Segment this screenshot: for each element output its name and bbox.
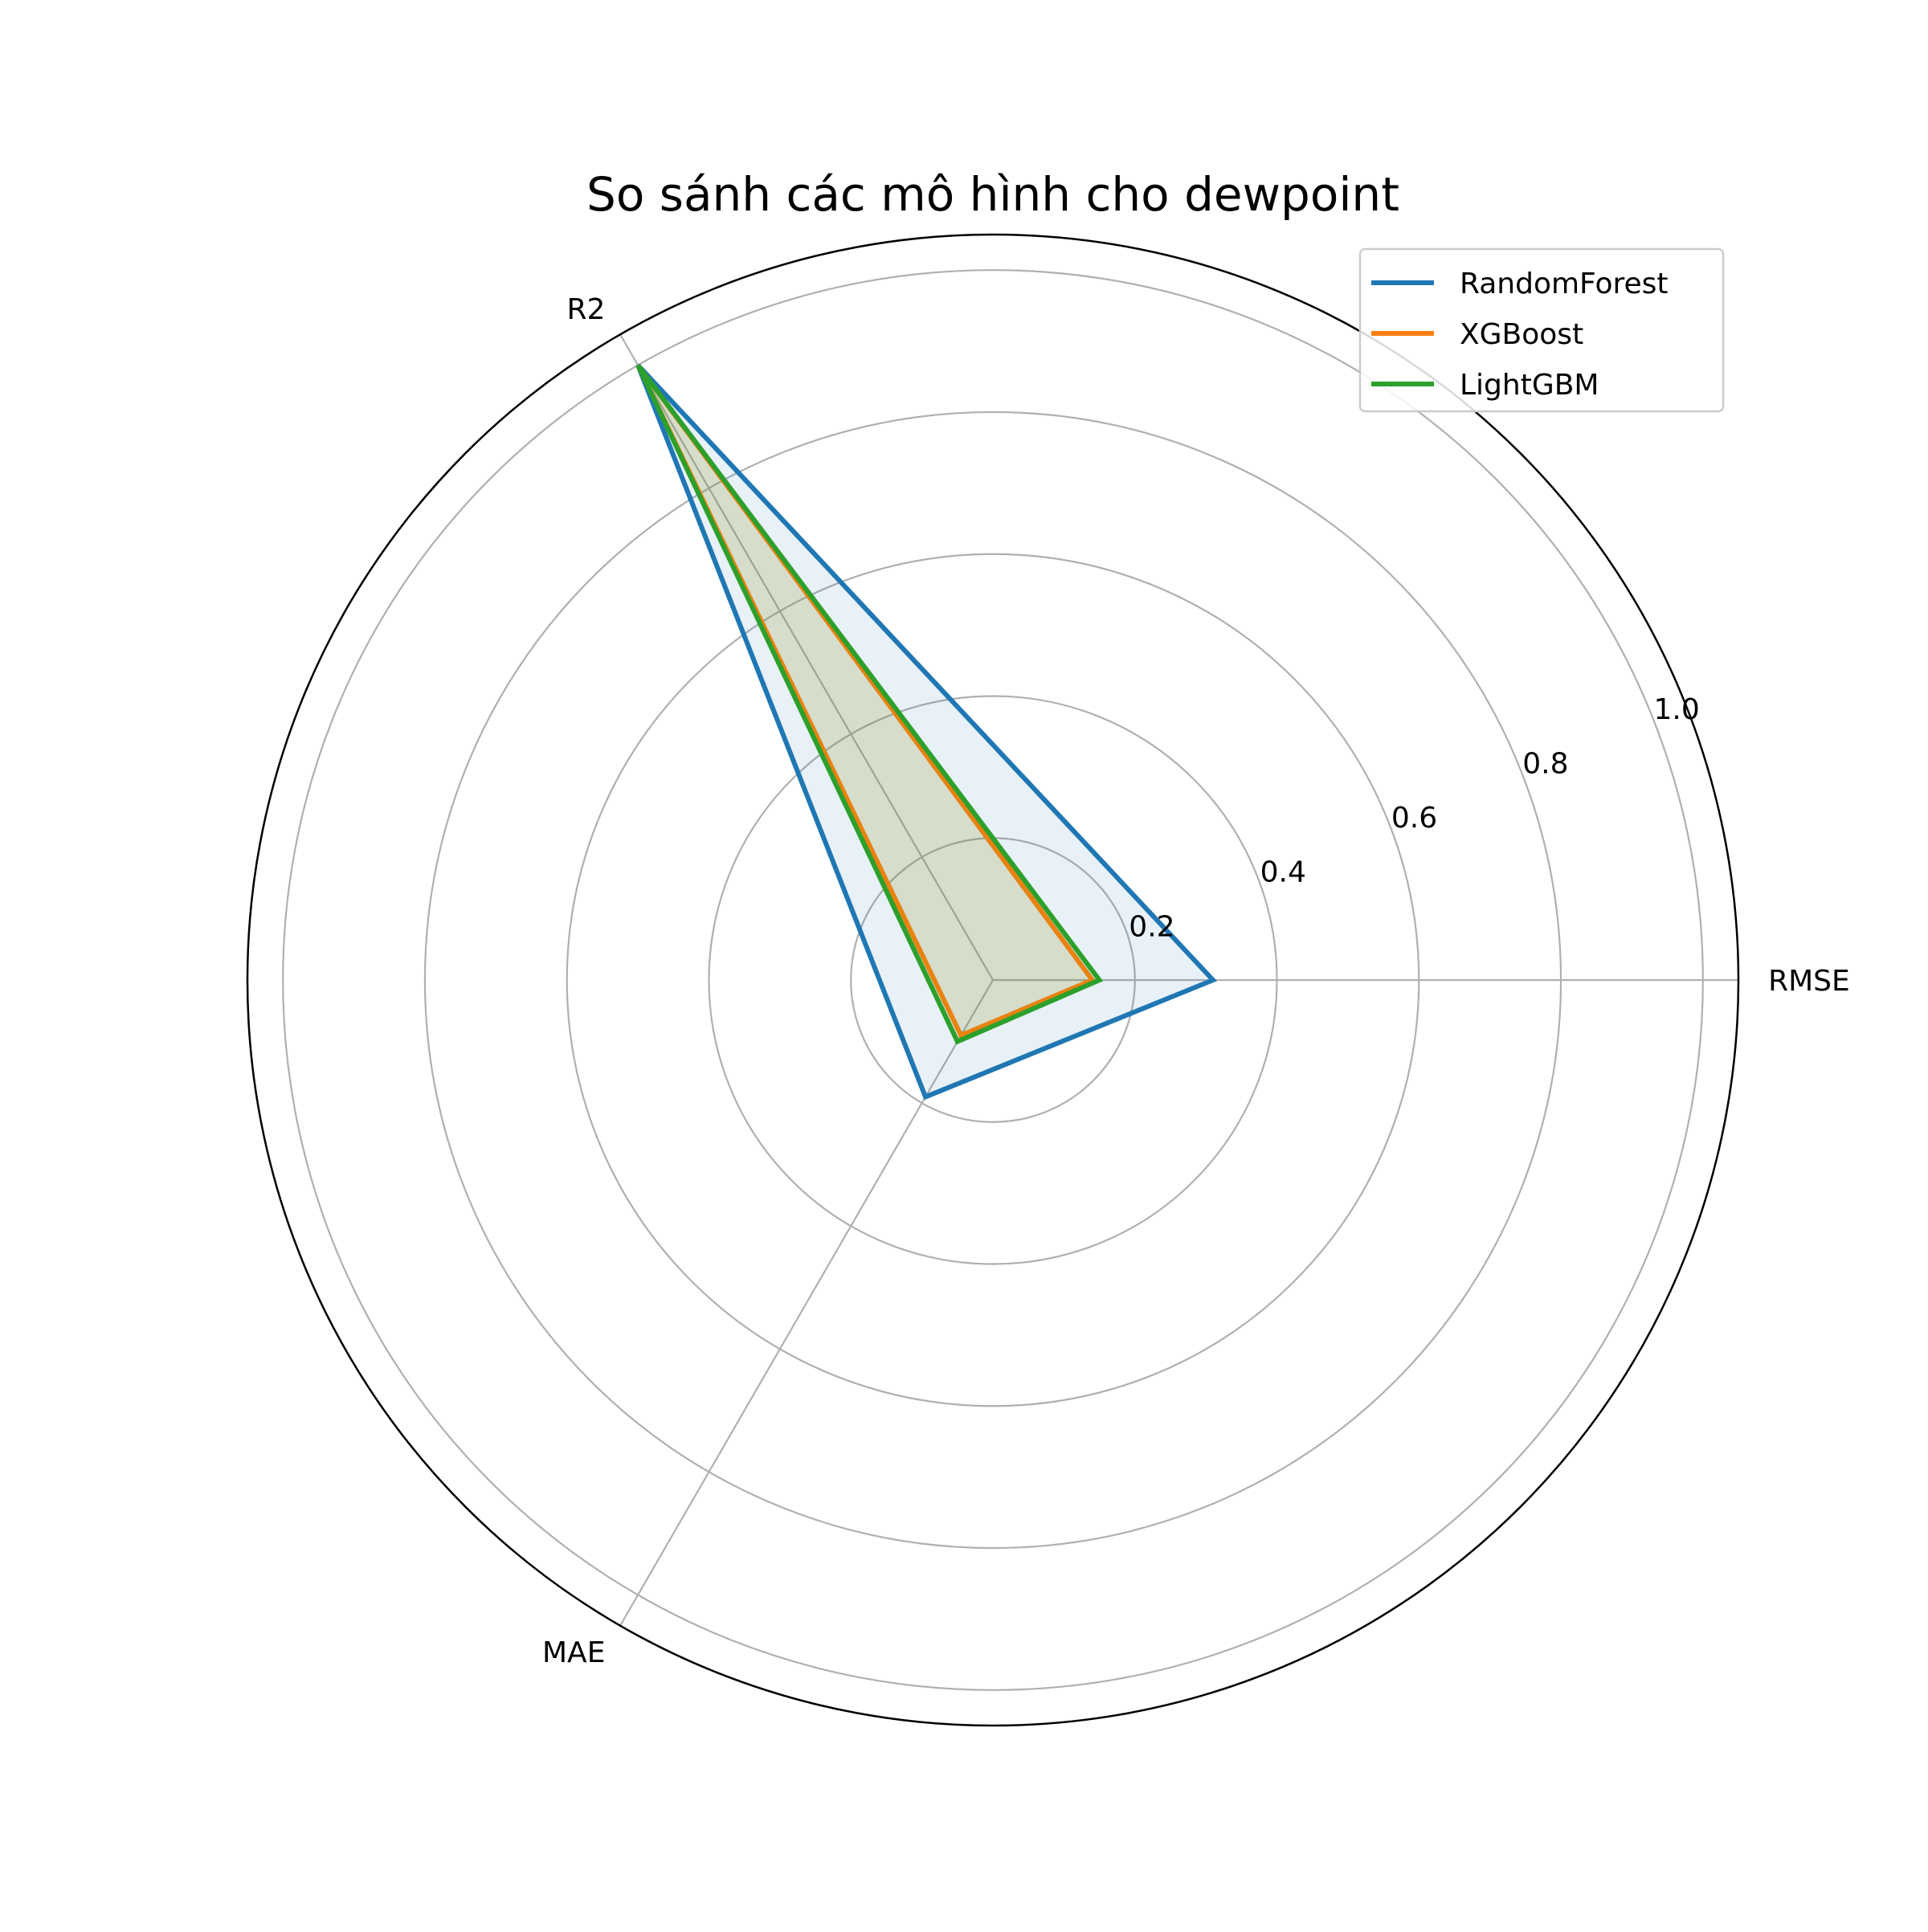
r-tick-label: 0.6 bbox=[1391, 802, 1437, 835]
r-tick-label: 0.4 bbox=[1260, 856, 1306, 889]
legend-label-randomforest: RandomForest bbox=[1460, 268, 1669, 300]
series-line-lightgbm bbox=[635, 363, 1104, 1045]
legend-box bbox=[1358, 247, 1725, 413]
series-line-xgboost bbox=[635, 363, 1097, 1039]
axis-label-mae: MAE bbox=[542, 1636, 605, 1669]
legend-label-lightgbm: LightGBM bbox=[1460, 369, 1599, 402]
legend: RandomForest XGBoost LightGBM bbox=[1358, 247, 1725, 413]
chart-title: So sánh các mô hình cho dewpoint bbox=[586, 167, 1399, 222]
axis-label-rmse: RMSE bbox=[1768, 965, 1850, 998]
polar-grid bbox=[246, 233, 1740, 1727]
r-tick-label: 0.8 bbox=[1522, 747, 1568, 780]
axis-label-r2: R2 bbox=[567, 293, 606, 326]
series-line-randomforest bbox=[635, 363, 1218, 1101]
r-tick-label: 1.0 bbox=[1654, 693, 1700, 726]
series-fill-lightgbm bbox=[638, 365, 1100, 1042]
legend-label-xgboost: XGBoost bbox=[1460, 318, 1583, 351]
series-layer bbox=[635, 363, 1218, 1101]
r-tick-label: 0.2 bbox=[1129, 910, 1174, 943]
series-fill-xgboost bbox=[638, 365, 1093, 1035]
spoke-r2 bbox=[619, 333, 994, 981]
labels-layer: 0.2 0.4 0.6 0.8 1.0 RMSE R2 MAE bbox=[542, 293, 1850, 1669]
polar-frame bbox=[246, 233, 1740, 1727]
series-fill-randomforest bbox=[638, 365, 1213, 1097]
spoke-mae bbox=[619, 979, 994, 1627]
